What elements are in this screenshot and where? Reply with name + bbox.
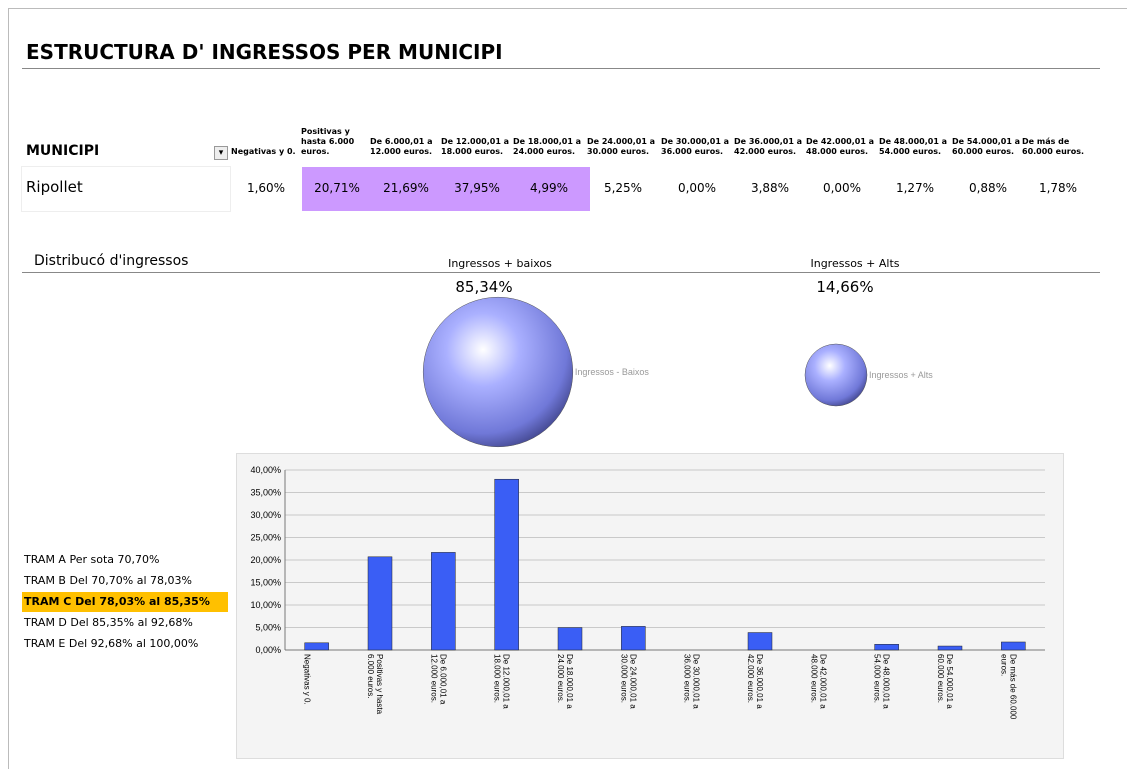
- group-heading: Ingressos + Alts: [765, 257, 945, 270]
- column-header: De 24.000,01 a 30.000 euros.: [587, 137, 659, 157]
- cell-value: 20,71%: [297, 181, 377, 195]
- tram-item: TRAM A Per sota 70,70%: [22, 550, 228, 570]
- y-tick-label: 15,00%: [250, 578, 281, 588]
- x-tick-label: De 42.000,01 a 48.000 euros.: [809, 654, 827, 726]
- bar: [495, 479, 519, 650]
- x-tick-label: De 48.000,01 a 54.000 euros.: [873, 654, 891, 726]
- bar: [1001, 642, 1025, 650]
- cell-value: 1,78%: [1018, 181, 1098, 195]
- y-tick-label: 10,00%: [250, 600, 281, 610]
- y-tick-label: 25,00%: [250, 533, 281, 543]
- x-tick-label: De 54.000,01 a 60.000 euros.: [936, 654, 954, 726]
- tram-item: TRAM B Del 70,70% al 78,03%: [22, 571, 228, 591]
- cell-value: 4,99%: [509, 181, 589, 195]
- bar: [938, 646, 962, 650]
- group-heading: Ingressos + baixos: [410, 257, 590, 270]
- x-tick-label: De 12.000,01 a 18.000 euros.: [493, 654, 511, 726]
- y-tick-label: 35,00%: [250, 488, 281, 498]
- bubble-label: Ingressos - Baixos: [575, 367, 650, 377]
- x-tick-label: Positivas y hasta 6.000 euros.: [366, 654, 384, 726]
- x-tick-label: De 36.000,01 a 42.000 euros.: [746, 654, 764, 726]
- group-value: 14,66%: [785, 278, 905, 296]
- cell-value: 1,60%: [226, 181, 306, 195]
- x-tick-label: De 30.000,01 a 36.000 euros.: [683, 654, 701, 726]
- column-header: De 42.000,01 a 48.000 euros.: [806, 137, 878, 157]
- x-tick-label: De 18.000,01 a 24.000 euros.: [556, 654, 574, 726]
- bar: [431, 552, 455, 650]
- column-header: Positivas y hasta 6.000 euros.: [301, 127, 373, 157]
- y-tick-label: 40,00%: [250, 465, 281, 475]
- cell-value: 0,88%: [948, 181, 1028, 195]
- column-header: De más de 60.000 euros.: [1022, 137, 1094, 157]
- column-header: De 18.000,01 a 24.000 euros.: [513, 137, 585, 157]
- bar: [368, 557, 392, 650]
- page: ESTRUCTURA D' INGRESSOS PER MUNICIPI MUN…: [0, 0, 1127, 769]
- column-header: De 54.000,01 a 60.000 euros.: [952, 137, 1024, 157]
- group-value: 85,34%: [424, 278, 544, 296]
- tram-item: TRAM E Del 92,68% al 100,00%: [22, 634, 228, 654]
- tram-item: TRAM D Del 85,35% al 92,68%: [22, 613, 228, 633]
- y-tick-label: 0,00%: [255, 645, 281, 655]
- column-header: De 12.000,01 a 18.000 euros.: [441, 137, 513, 157]
- cell-value: 1,27%: [875, 181, 955, 195]
- cell-value: 21,69%: [366, 181, 446, 195]
- x-tick-label: De 6.000,01 a 12.000 euros.: [429, 654, 447, 726]
- bar: [621, 626, 645, 650]
- y-tick-label: 5,00%: [255, 623, 281, 633]
- column-header: De 36.000,01 a 42.000 euros.: [734, 137, 806, 157]
- cell-value: 5,25%: [583, 181, 663, 195]
- cell-value: 3,88%: [730, 181, 810, 195]
- y-tick-label: 30,00%: [250, 510, 281, 520]
- y-tick-label: 20,00%: [250, 555, 281, 565]
- x-tick-label: De más de 60.000 euros.: [999, 654, 1017, 726]
- cell-value: 0,00%: [657, 181, 737, 195]
- tram-item: TRAM C Del 78,03% al 85,35%: [22, 592, 228, 612]
- column-header: De 30.000,01 a 36.000 euros.: [661, 137, 733, 157]
- bubble: [805, 344, 867, 406]
- bar: [748, 633, 772, 650]
- column-header: Negativas y 0.: [231, 147, 301, 157]
- bar: [558, 628, 582, 650]
- bubble-label: Ingressos + Alts: [869, 370, 933, 380]
- x-tick-label: De 24.000,01 a 30.000 euros.: [619, 654, 637, 726]
- column-header: De 6.000,01 a 12.000 euros.: [370, 137, 442, 157]
- column-header: De 48.000,01 a 54.000 euros.: [879, 137, 951, 157]
- bar: [305, 643, 329, 650]
- bubble: [423, 297, 573, 447]
- bar: [875, 644, 899, 650]
- cell-value: 37,95%: [437, 181, 517, 195]
- cell-value: 0,00%: [802, 181, 882, 195]
- x-tick-label: Negativas y 0.: [303, 654, 312, 705]
